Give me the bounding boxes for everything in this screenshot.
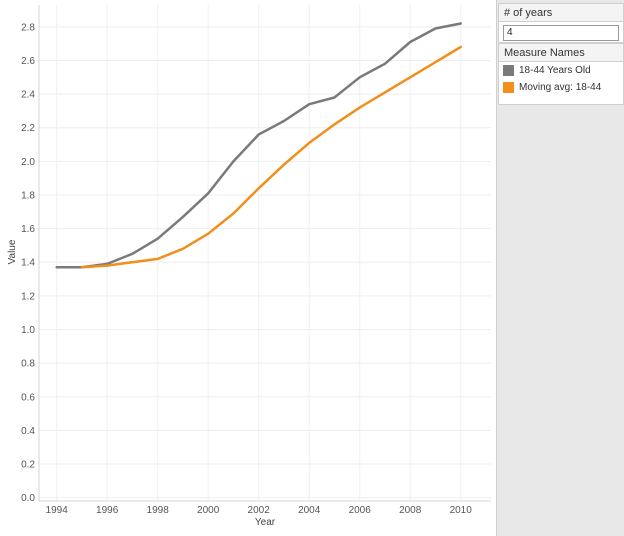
y-tick-label: 0.0 xyxy=(21,493,35,504)
legend-label-18-44: 18-44 Years Old xyxy=(519,65,591,76)
legend-card: Measure Names 18-44 Years Old Moving avg… xyxy=(498,43,624,105)
y-tick-label: 1.0 xyxy=(21,325,35,336)
x-tick-label: 2000 xyxy=(197,505,220,516)
y-tick-label: 0.6 xyxy=(21,392,35,403)
chart-panel: 0.0 0.2 0.4 0.6 0.8 1.0 1.2 1.4 1.6 1.8 2.0 2.2 2.4 2… xyxy=(0,0,497,536)
x-tick-label: 1996 xyxy=(96,505,119,516)
y-axis-title: Value xyxy=(7,239,18,264)
legend-item-moving-avg[interactable]: Moving avg: 18-44 xyxy=(499,79,623,96)
y-tick-label: 2.4 xyxy=(21,90,35,101)
x-tick-label: 2002 xyxy=(248,505,271,516)
x-tick-label: 1998 xyxy=(147,505,170,516)
y-tick-label: 2.0 xyxy=(21,157,35,168)
legend-swatch-moving-avg xyxy=(503,82,514,93)
x-tick-label: 2006 xyxy=(349,505,372,516)
axis-layer: 0.0 0.2 0.4 0.6 0.8 1.0 1.2 1.4 1.6 1.8 2.0 2.2 2.4 2… xyxy=(21,5,491,516)
y-tick-label: 1.4 xyxy=(21,258,35,269)
legend-title: Measure Names xyxy=(499,44,623,62)
y-tick-label: 2.8 xyxy=(21,22,35,33)
y-tick-label: 2.2 xyxy=(21,123,35,134)
parameter-card: # of years 4 xyxy=(498,3,624,43)
x-tick-label: 2008 xyxy=(399,505,422,516)
legend-swatch-18-44 xyxy=(503,65,514,76)
y-tick-label: 0.2 xyxy=(21,460,35,471)
parameter-title: # of years xyxy=(499,4,623,22)
y-tick-label: 0.8 xyxy=(21,359,35,370)
legend-label-moving-avg: Moving avg: 18-44 xyxy=(519,82,602,93)
x-axis-title: Year xyxy=(255,517,276,528)
legend-item-18-44[interactable]: 18-44 Years Old xyxy=(499,62,623,79)
y-tick-label: 1.8 xyxy=(21,190,35,201)
years-input[interactable]: 4 xyxy=(503,25,619,41)
series-line-moving-avg[interactable] xyxy=(80,45,462,269)
x-tick-label: 2010 xyxy=(450,505,473,516)
y-tick-label: 2.6 xyxy=(21,56,35,67)
y-tick-label: 1.2 xyxy=(21,291,35,302)
line-chart: 0.0 0.2 0.4 0.6 0.8 1.0 1.2 1.4 1.6 1.8 2.0 2.2 2.4 2… xyxy=(7,5,491,528)
y-tick-label: 0.4 xyxy=(21,426,35,437)
x-tick-label: 2004 xyxy=(298,505,321,516)
series-layer xyxy=(55,22,462,269)
y-tick-label: 1.6 xyxy=(21,224,35,235)
grid-layer xyxy=(39,5,491,501)
series-line-18-44[interactable] xyxy=(55,22,462,269)
x-tick-label: 1994 xyxy=(46,505,69,516)
